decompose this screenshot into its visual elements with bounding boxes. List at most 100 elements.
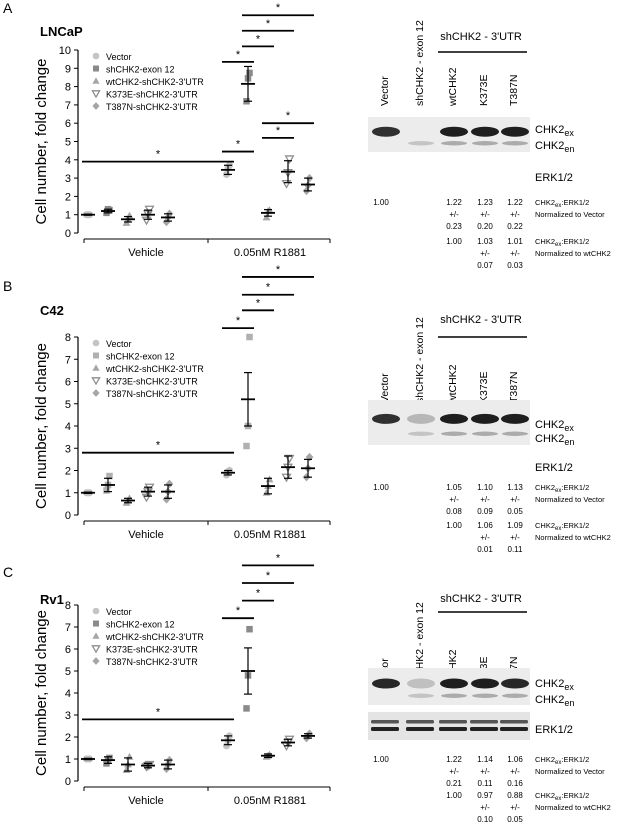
significance-star: * [256,588,261,600]
quant-wt-value: 1.09 [507,521,523,530]
quant-vector-label2: Normalized to Vector [535,210,605,219]
legend-label: wtCHK2-shCHK2-3'UTR [105,77,204,87]
erk-band [500,727,528,731]
group-label: shCHK2 - 3'UTR [440,593,522,605]
legend-marker [92,52,100,60]
quant-wt-label2: Normalized to wtCHK2 [535,803,611,812]
quant-wt-first: 1.00 [446,521,462,530]
y-axis-label: Cell number, fold change [33,59,50,225]
data-point [106,472,113,480]
erk-band [406,727,434,731]
y-tick-label: 5 [65,137,71,149]
data-point [265,475,274,483]
quant-vector-value: 1.05 [446,483,462,492]
y-axis-label: Cell number, fold change [33,610,50,776]
quant-wt-first: 1.00 [446,791,462,800]
y-tick-label: 2 [65,191,71,203]
significance-star: * [286,110,291,122]
significance-star: * [236,49,241,61]
quant-vector-value: 1.10 [477,483,493,492]
quant-vector-value: +/- [449,767,459,776]
chk2-ex-band [471,678,499,689]
y-tick-label: 8 [65,332,71,344]
data-point [281,473,292,483]
y-tick-label: 3 [65,173,71,185]
y-tick-label: 1 [65,210,71,222]
quant-wt-value: 0.03 [507,261,523,270]
chk2-en-band [441,141,467,146]
legend-marker [92,632,100,639]
legend-label: K373E-shCHK2-3'UTR [106,645,198,655]
chk2-ex-band [372,126,400,137]
chk2-ex-band [407,678,435,689]
chk2-ex-band [471,126,499,137]
legend-marker [91,377,101,386]
legend-label: T387N-shCHK2-3'UTR [106,657,198,667]
y-tick-label: 6 [65,644,71,656]
significance-star: * [276,264,281,276]
significance-star: * [156,149,161,161]
quant-vector-label: CHK2ex:ERK1/2 [535,483,589,494]
quant-vector-value: 0.21 [446,779,462,788]
data-point [162,495,171,504]
quant-wt-first: 1.00 [446,237,462,246]
quant-vector-value: +/- [510,767,520,776]
lane-label: shCHK2 - exon 12 [414,20,426,106]
quant-wt-value: +/- [480,249,490,258]
lane-label: K373E [478,74,490,106]
data-point [243,705,250,712]
chart-title: LNCaP [40,24,83,39]
data-point [106,206,113,214]
significance-star: * [236,139,241,151]
group-label: Vehicle [128,795,163,807]
legend-marker [92,102,100,110]
legend-marker [91,90,101,99]
quant-vector-value: 1.06 [507,755,523,764]
chk2-en-band [502,141,528,146]
significance-star: * [266,570,271,582]
data-point [246,625,253,633]
data-point [281,180,292,189]
quant-vector-value: 1.22 [507,198,523,207]
y-tick-label: 7 [65,622,71,634]
panel-letter: A [3,0,13,16]
y-tick-label: 4 [65,688,71,700]
band-label-chk2-ex: CHK2ex [535,678,574,692]
quant-wt-label: CHK2ex:ERK1/2 [535,237,589,248]
chk2-ex-band [372,678,400,689]
y-tick-label: 7 [65,100,71,112]
legend-marker [92,389,100,397]
quant-wt-label2: Normalized to wtCHK2 [535,533,611,542]
legend-marker [92,77,100,84]
y-tick-label: 0 [65,228,71,240]
data-point [103,487,110,494]
chart-panel-A: A LNCaP 0 1 2 3 4 5 6 7 8 9 10 Cell number, fold chan… [3,0,331,259]
erk-band [470,720,498,724]
legend-label: shCHK2-exon 12 [106,620,175,630]
group-label: Vehicle [128,247,163,259]
panel-letter: B [3,278,12,294]
quant-wt-value: +/- [510,803,520,812]
quant-vector-value: 1.22 [446,198,462,207]
quant-vector-first: 1.00 [373,198,389,207]
legend-label: T387N-shCHK2-3'UTR [106,389,198,399]
quant-vector-value: +/- [510,210,520,219]
quant-vector-label: CHK2ex:ERK1/2 [535,198,589,209]
erk-band [470,727,498,731]
quant-vector-value: +/- [480,210,490,219]
group-label: 0.05nM R1881 [234,795,306,807]
quant-wt-value: 0.01 [477,545,493,554]
legend-label: K373E-shCHK2-3'UTR [106,90,198,100]
data-point [141,216,152,226]
quant-vector-value: +/- [510,495,520,504]
quant-wt-label: CHK2ex:ERK1/2 [535,521,589,532]
data-point [246,69,253,77]
significance-star: * [236,315,241,327]
quant-vector-value: 0.20 [477,222,493,231]
blot-panel-B: Vector shCHK2 - exon 12 wtCHK2 K373E T387N sh… [368,314,611,554]
chk2-ex-band [440,678,468,689]
legend-marker [92,364,100,371]
legend-marker [91,645,101,654]
lane-label: Vector [379,373,391,403]
